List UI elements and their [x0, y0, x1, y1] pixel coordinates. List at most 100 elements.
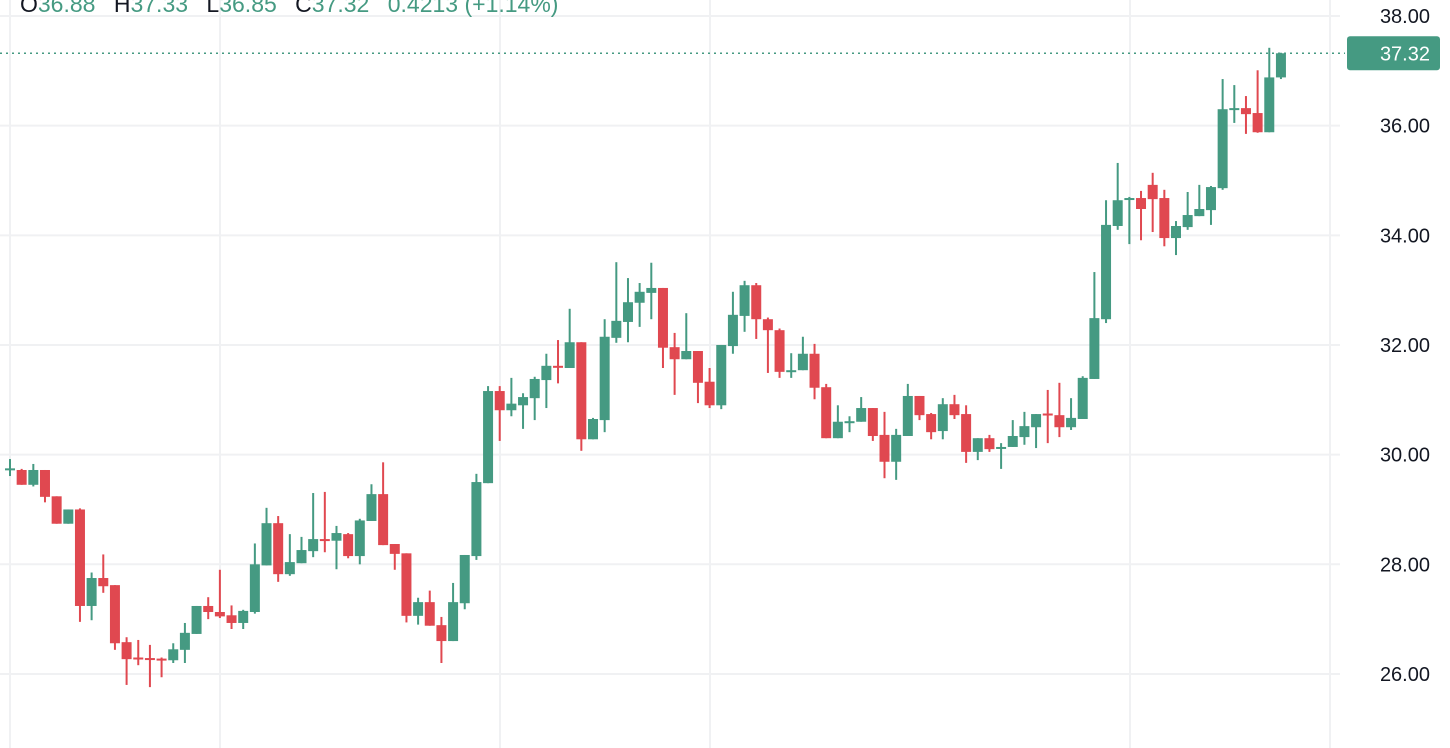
candle-body — [774, 330, 785, 372]
candle-wick — [148, 644, 151, 688]
candle-wick — [615, 262, 618, 343]
candle-up — [366, 484, 377, 521]
high-label: H — [113, 0, 131, 17]
candle-up — [1171, 221, 1181, 256]
candle-up — [249, 543, 260, 614]
candle-body — [1007, 435, 1018, 447]
candle-up — [448, 582, 459, 642]
candle-body — [214, 612, 225, 617]
close-label: C — [295, 0, 312, 17]
candle-body — [296, 550, 307, 564]
candle-up — [681, 313, 692, 360]
candle-up — [179, 622, 190, 663]
candle-up — [1205, 185, 1216, 225]
candle-body — [121, 642, 132, 660]
candle-up — [1217, 79, 1228, 190]
price-tick-label: 26.00 — [1380, 664, 1430, 686]
candle-body — [343, 534, 354, 557]
candle-down — [133, 639, 144, 666]
candle-wick — [1140, 190, 1143, 241]
candle-up — [727, 291, 738, 354]
candle-body — [331, 533, 342, 541]
candle-body — [98, 578, 109, 587]
candle-down — [121, 637, 132, 685]
candle-body — [366, 494, 377, 521]
close-value: 37.32 — [311, 0, 370, 17]
candle-body — [1182, 215, 1193, 228]
price-axis[interactable]: 26.00 28.00 30.00 32.00 34.00 36.00 38.00 37.32 — [1347, 6, 1440, 686]
change-value: 0.4213 (+1.14%) — [387, 0, 559, 17]
high-value: 37.33 — [130, 0, 189, 17]
candle-body — [226, 615, 237, 623]
candle-up — [1101, 200, 1112, 324]
candle-wick — [1186, 192, 1189, 230]
candle-wick — [673, 332, 676, 395]
candle-up — [599, 319, 610, 433]
candle-wick — [1046, 389, 1049, 444]
candle-body — [1019, 426, 1030, 438]
candle-body — [937, 404, 948, 432]
candle-down — [949, 394, 960, 420]
candle-body — [1147, 184, 1158, 200]
candle-down — [343, 533, 354, 559]
price-tick-label: 38.00 — [1380, 6, 1430, 28]
candle-up — [1124, 196, 1135, 245]
candle-body — [1066, 417, 1077, 428]
candle-body — [588, 419, 598, 440]
candle-wick — [1151, 172, 1154, 233]
candle-down — [774, 328, 785, 378]
candle-up — [63, 509, 74, 524]
candle-body — [413, 602, 424, 616]
candle-down — [156, 657, 167, 678]
candle-body — [506, 403, 517, 411]
candle-up — [902, 383, 913, 436]
candle-up — [611, 262, 622, 343]
candle-body — [1054, 415, 1065, 428]
candle-body — [459, 554, 470, 604]
candle-up — [1182, 192, 1193, 230]
candle-down — [809, 343, 820, 400]
candle-up — [1112, 162, 1123, 230]
candle-body — [657, 287, 668, 348]
candle-down — [401, 553, 412, 623]
candle-body — [797, 353, 808, 371]
candle-up — [518, 393, 529, 429]
candle-body — [692, 351, 703, 383]
candle-body — [5, 468, 15, 471]
candle-wick — [323, 491, 326, 553]
candle-up — [622, 278, 633, 343]
candle-down — [51, 496, 62, 524]
candle-down — [762, 317, 773, 373]
candle-body — [1275, 53, 1286, 78]
candle-body — [1136, 198, 1147, 210]
candle-body — [39, 469, 50, 497]
candle-wick — [160, 657, 163, 678]
candle-up — [354, 518, 365, 565]
candle-wick — [1244, 96, 1247, 134]
candle-down — [203, 597, 214, 620]
candle-body — [902, 395, 913, 436]
candle-up — [1007, 420, 1018, 447]
candle-wick — [9, 459, 11, 477]
candle-down — [98, 554, 109, 593]
candle-up — [331, 525, 342, 570]
candle-body — [832, 421, 843, 439]
candle-down — [553, 340, 564, 384]
candle-body — [972, 438, 983, 452]
candle-up — [1229, 85, 1240, 123]
candle-wick — [1035, 414, 1038, 449]
candle-wick — [766, 317, 769, 373]
candle-body — [191, 605, 202, 634]
candle-body — [284, 562, 295, 575]
candle-down — [1136, 190, 1147, 241]
candle-up — [856, 397, 867, 422]
candle-body — [261, 523, 272, 566]
candle-down — [926, 412, 937, 440]
candle-body — [179, 632, 190, 650]
candle-up — [168, 643, 179, 663]
candle-body — [1124, 198, 1135, 201]
candle-wick — [137, 639, 140, 666]
candle-body — [786, 370, 797, 373]
candle-down — [494, 386, 505, 441]
